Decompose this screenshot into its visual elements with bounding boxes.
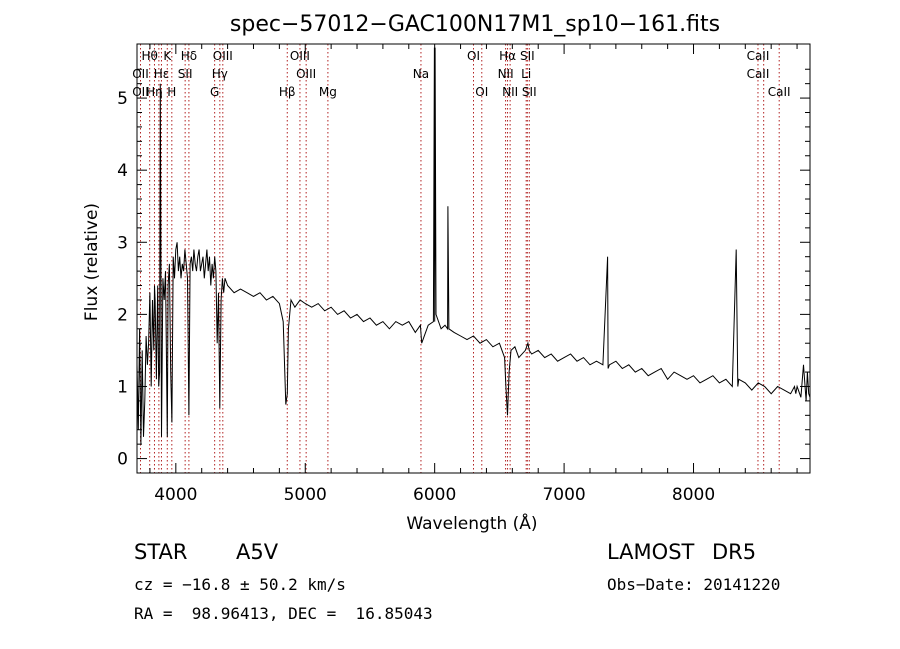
line-label: Hε [154,67,170,81]
line-label: OIII [290,49,310,63]
line-label: OII [132,67,149,81]
line-label: OI [475,85,488,99]
line-label: H [167,85,176,99]
y-tick-label: 4 [117,161,128,181]
data-release: DR5 [712,540,757,564]
redshift-cz: cz = −16.8 ± 50.2 km/s [134,575,346,594]
y-tick-label: 0 [117,450,128,470]
x-axis-label: Wavelength (Å) [406,512,537,534]
x-tick-label: 6000 [413,485,456,505]
line-label: Hη [146,85,163,99]
x-tick-label: 5000 [284,485,327,505]
survey-name: LAMOST [607,540,695,564]
line-label: SII [520,49,535,63]
line-label: OIII [213,49,233,63]
plot-frame [136,43,811,474]
line-label: OI [467,49,480,63]
y-tick-label: 1 [117,377,128,397]
line-label: OIII [296,67,316,81]
object-class: STAR [134,540,188,564]
y-axis-ticks: 0 1 2 3 4 5 [117,68,810,470]
object-subclass: A5V [236,540,279,564]
line-label: Hθ [141,49,157,63]
line-label: Hα [499,49,516,63]
spectrum-series-line [136,47,811,445]
chart-title: spec−57012−GAC100N17M1_sp10−161.fits [230,12,720,37]
y-axis-label: Flux (relative) [82,203,102,321]
line-label: SII [522,85,537,99]
line-label: NII [502,85,518,99]
line-label: OII [132,85,149,99]
line-label: Na [413,67,429,81]
emission-line-markers [139,44,780,473]
line-label: NII [498,67,514,81]
line-label: G [210,85,219,99]
observation-date: Obs−Date: 20141220 [607,575,781,594]
line-label: CaII [768,85,791,99]
coordinates-ra-dec: RA = 98.96413, DEC = 16.85043 [134,604,433,623]
x-tick-label: 7000 [542,485,585,505]
x-axis-ticks: 4000 5000 6000 7000 8000 [149,44,798,505]
y-tick-label: 3 [117,233,128,253]
line-label: Hβ [279,85,296,99]
line-label: Hγ [212,67,228,81]
emission-line-labels: OIIOIIHθHηHεKHHδSIIGHγOIIIHβOIIIOIIIMgNa… [132,49,790,99]
line-label: SII [178,67,193,81]
y-tick-label: 2 [117,305,128,325]
line-label: CaII [747,67,770,81]
line-label: Hδ [181,49,197,63]
line-label: Mg [319,85,337,99]
x-tick-label: 8000 [672,485,715,505]
line-label: K [163,49,172,63]
x-tick-label: 4000 [154,485,197,505]
line-label: Li [521,67,531,81]
y-tick-label: 5 [117,89,128,109]
line-label: CaII [747,49,770,63]
